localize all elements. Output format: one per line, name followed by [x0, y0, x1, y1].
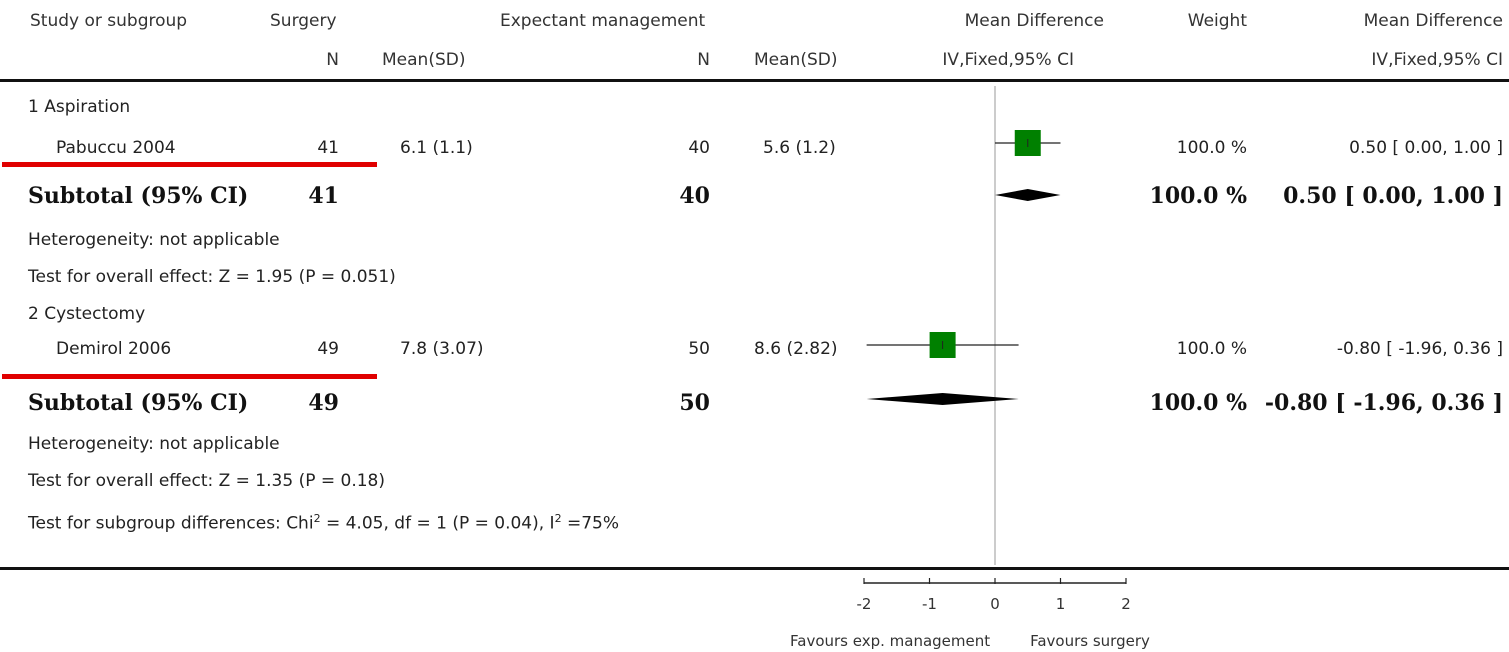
- bottom-rule: [0, 567, 1509, 570]
- header-weight: Weight: [1187, 11, 1247, 31]
- subtotal-n-expectant: 50: [679, 390, 710, 416]
- study-mean-surgery: 7.8 (3.07): [400, 339, 484, 359]
- subtotal-weight: 100.0 %: [1149, 183, 1247, 209]
- x-tick-label: -1: [922, 595, 937, 613]
- subtotal-diamond: [995, 189, 1061, 201]
- top-rule: [0, 79, 1509, 82]
- subtotal-diamond: [866, 393, 1019, 405]
- header-expectant: Expectant management: [500, 11, 706, 31]
- subtotal-label: Subtotal (95% CI): [28, 390, 249, 416]
- header-method-right: IV,Fixed,95% CI: [1371, 50, 1503, 70]
- header-n-expectant: N: [697, 50, 710, 70]
- subtotal-ci: -0.80 [ -1.96, 0.36 ]: [1264, 390, 1503, 416]
- study-weight: 100.0 %: [1176, 339, 1247, 359]
- subtotal-ci: 0.50 [ 0.00, 1.00 ]: [1283, 183, 1503, 209]
- study-mean-surgery: 6.1 (1.1): [400, 138, 473, 158]
- heterogeneity-text: Heterogeneity: not applicable: [28, 434, 280, 454]
- header-mean-surgery: Mean(SD): [382, 50, 466, 70]
- favours-right-label: Favours surgery: [1030, 632, 1150, 650]
- heterogeneity-text: Heterogeneity: not applicable: [28, 230, 280, 250]
- subtotal-weight: 100.0 %: [1149, 390, 1247, 416]
- subtotal-n-expectant: 40: [679, 183, 710, 209]
- subgroup-differences-text: Test for subgroup differences: Chi2 = 4.…: [28, 512, 619, 534]
- study-n-surgery: 49: [317, 339, 339, 359]
- study-ci: -0.80 [ -1.96, 0.36 ]: [1336, 339, 1503, 359]
- header-study: Study or subgroup: [30, 11, 188, 31]
- x-tick-label: -2: [857, 595, 872, 613]
- header-method: IV,Fixed,95% CI: [942, 50, 1074, 70]
- group-title: 2 Cystectomy: [28, 304, 146, 324]
- study-n-surgery: 41: [317, 138, 339, 158]
- subtotal-n-surgery: 49: [308, 390, 339, 416]
- header-mean-expectant: Mean(SD): [754, 50, 838, 70]
- subtotal-label: Subtotal (95% CI): [28, 183, 249, 209]
- study-name: Demirol 2006: [56, 339, 172, 359]
- header-mean-difference: Mean Difference: [964, 11, 1104, 31]
- overall-effect-text: Test for overall effect: Z = 1.95 (P = 0…: [28, 267, 396, 287]
- study-mean-expectant: 8.6 (2.82): [754, 339, 838, 359]
- study-weight: 100.0 %: [1176, 138, 1247, 158]
- study-n-expectant: 50: [688, 339, 710, 359]
- header-surgery: Surgery: [270, 11, 337, 31]
- study-mean-expectant: 5.6 (1.2): [763, 138, 836, 158]
- header-n-surgery: N: [326, 50, 339, 70]
- subtotal-n-surgery: 41: [308, 183, 339, 209]
- group-title: 1 Aspiration: [28, 97, 131, 117]
- study-name: Pabuccu 2004: [56, 138, 176, 158]
- overall-effect-text: Test for overall effect: Z = 1.35 (P = 0…: [28, 471, 385, 491]
- highlight-underline: [2, 374, 377, 379]
- x-tick-label: 2: [1121, 595, 1131, 613]
- favours-left-label: Favours exp. management: [790, 632, 991, 650]
- header-mean-difference-right: Mean Difference: [1363, 11, 1503, 31]
- x-tick-label: 1: [1056, 595, 1066, 613]
- study-n-expectant: 40: [688, 138, 710, 158]
- study-ci: 0.50 [ 0.00, 1.00 ]: [1349, 138, 1503, 158]
- highlight-underline: [2, 162, 377, 167]
- x-tick-label: 0: [990, 595, 1000, 613]
